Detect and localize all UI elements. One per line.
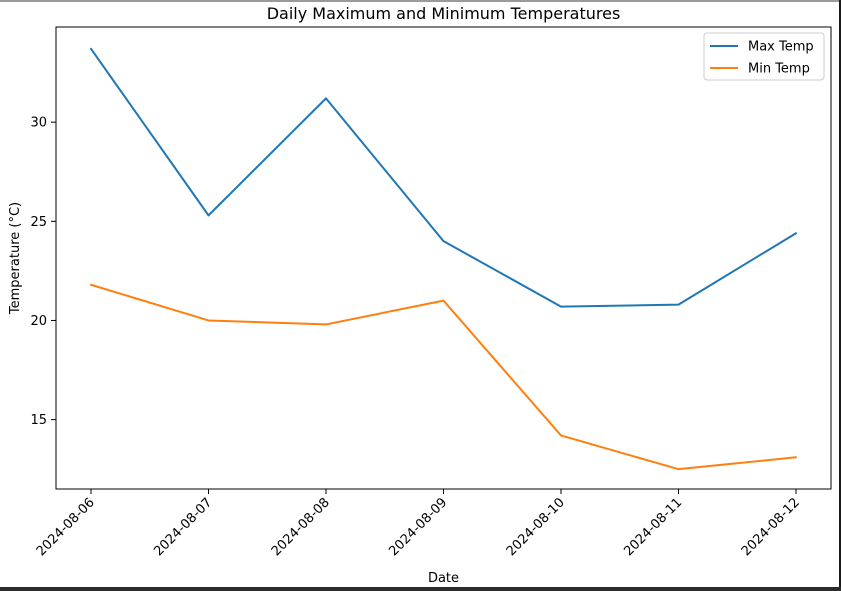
data-point <box>677 468 680 471</box>
data-point <box>560 305 562 308</box>
legend-label: Min Temp <box>748 62 810 77</box>
y-tick-label: 25 <box>30 215 47 230</box>
data-point <box>442 299 445 302</box>
chart-title: Daily Maximum and Minimum Temperatures <box>267 4 621 23</box>
data-point <box>560 434 562 437</box>
x-tick-label: 2024-08-11 <box>621 495 685 559</box>
window-bottom-border <box>0 587 841 591</box>
data-point <box>325 97 327 100</box>
plot-area-frame <box>55 26 832 490</box>
y-tick-label: 30 <box>30 116 47 131</box>
x-tick-label: 2024-08-10 <box>504 495 568 559</box>
data-point <box>795 232 797 235</box>
x-axis: 2024-08-06 2024-08-07 2024-08-08 2024-08-09… <box>34 489 803 559</box>
data-point <box>677 303 680 306</box>
data-point <box>207 319 210 322</box>
data-point <box>207 214 210 217</box>
y-tick-label: 15 <box>30 413 47 428</box>
y-tick-label: 20 <box>30 314 47 329</box>
legend: Max Temp Min Temp <box>703 32 825 81</box>
data-point <box>90 47 92 50</box>
series-layer <box>90 47 797 471</box>
series-line-max-temp <box>90 48 797 308</box>
y-axis-label: Temperature (°C) <box>8 202 23 315</box>
x-tick-label: 2024-08-07 <box>151 495 215 559</box>
x-tick-label: 2024-08-12 <box>739 495 803 559</box>
data-point <box>325 323 327 326</box>
window-right-border <box>839 0 841 591</box>
window-top-border <box>0 0 841 2</box>
legend-label: Max Temp <box>748 40 814 55</box>
series-line-min-temp <box>90 283 797 471</box>
x-tick-label: 2024-08-06 <box>34 495 98 559</box>
x-axis-label: Date <box>428 571 459 586</box>
x-tick-label: 2024-08-09 <box>386 495 450 559</box>
data-point <box>442 240 445 243</box>
x-tick-label: 2024-08-08 <box>269 495 333 559</box>
data-point <box>795 456 797 459</box>
data-point <box>90 283 92 286</box>
y-axis: 15 20 25 30 <box>30 116 56 428</box>
